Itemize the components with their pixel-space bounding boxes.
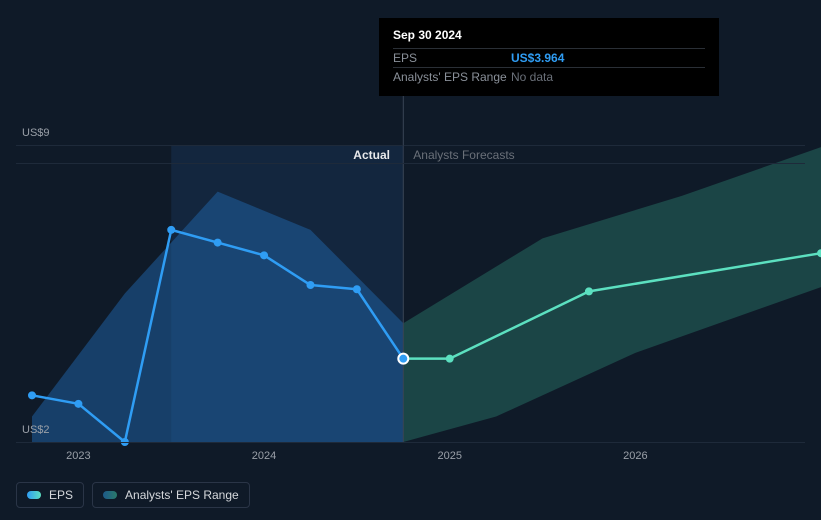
- range-forecast-band: [403, 147, 821, 442]
- legend-label-range: Analysts' EPS Range: [125, 488, 239, 502]
- legend-swatch-eps: [27, 491, 41, 499]
- x-tick-0: 2023: [66, 450, 90, 462]
- legend-label-eps: EPS: [49, 488, 73, 502]
- tooltip-row-eps: EPS US$3.964: [393, 48, 705, 67]
- x-tick-2: 2025: [437, 450, 461, 462]
- eps-actual-point-1[interactable]: [74, 400, 82, 408]
- x-tick-1: 2024: [252, 450, 276, 462]
- tooltip-value-eps: US$3.964: [511, 51, 564, 65]
- legend: EPS Analysts' EPS Range: [16, 482, 250, 508]
- eps-actual-point-4[interactable]: [214, 239, 222, 247]
- legend-swatch-range: [103, 491, 117, 499]
- gridline-section: [16, 163, 805, 164]
- tooltip-row-range: Analysts' EPS Range No data: [393, 67, 705, 86]
- gridline-top: [16, 145, 805, 146]
- section-label-actual: Actual: [353, 148, 390, 162]
- tooltip-title: Sep 30 2024: [393, 28, 705, 42]
- eps-actual-point-5[interactable]: [260, 251, 268, 259]
- highlight-point[interactable]: [398, 354, 408, 364]
- y-tick-1: US$2: [22, 424, 50, 436]
- section-separator: [403, 145, 404, 163]
- tooltip-label-range: Analysts' EPS Range: [393, 70, 511, 84]
- tooltip-label-eps: EPS: [393, 51, 511, 65]
- x-tick-3: 2026: [623, 450, 647, 462]
- eps-actual-point-7[interactable]: [353, 285, 361, 293]
- section-label-forecast: Analysts Forecasts: [413, 148, 514, 162]
- x-axis: [16, 442, 805, 443]
- eps-forecast-point-2[interactable]: [585, 287, 593, 295]
- legend-item-range[interactable]: Analysts' EPS Range: [92, 482, 250, 508]
- eps-actual-point-3[interactable]: [167, 226, 175, 234]
- tooltip: Sep 30 2024 EPS US$3.964 Analysts' EPS R…: [379, 18, 719, 96]
- eps-actual-point-6[interactable]: [306, 281, 314, 289]
- eps-actual-point-0[interactable]: [28, 391, 36, 399]
- legend-item-eps[interactable]: EPS: [16, 482, 84, 508]
- eps-forecast-point-1[interactable]: [446, 355, 454, 363]
- y-tick-0: US$9: [22, 127, 50, 139]
- tooltip-value-range: No data: [511, 70, 553, 84]
